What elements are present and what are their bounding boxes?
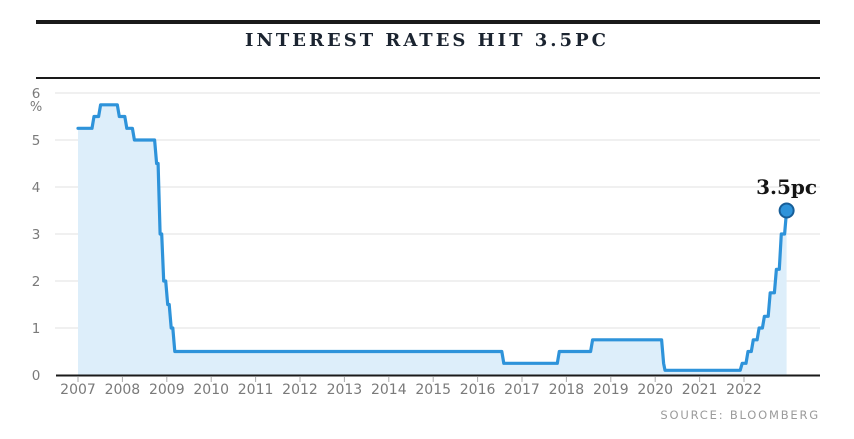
- x-tick-label: 2016: [460, 382, 496, 398]
- x-tick-label: 2007: [60, 382, 96, 398]
- rate-area-fill: [78, 104, 787, 376]
- x-tick-label: 2009: [149, 382, 185, 398]
- area-fill-path: [78, 104, 787, 376]
- x-tick-label: 2010: [193, 382, 229, 398]
- x-tick-label: 2017: [504, 382, 540, 398]
- y-axis-labels: 0 1 2 3 4 5 6%: [30, 86, 42, 384]
- y-tick-label: 3: [32, 227, 41, 243]
- y-tick-label: 0: [32, 368, 41, 384]
- x-tick-label: 2021: [682, 382, 718, 398]
- rate-line-path: [76, 103, 789, 372]
- y-tick-label: 6: [32, 86, 41, 102]
- x-tick-label: 2008: [105, 382, 141, 398]
- gridlines: [55, 92, 820, 329]
- x-tick-label: 2020: [637, 382, 673, 398]
- x-tick-label: 2013: [327, 382, 363, 398]
- x-tick-label: 2012: [282, 382, 318, 398]
- y-tick-label: 5: [32, 133, 41, 149]
- x-tick-label: 2014: [371, 382, 407, 398]
- x-axis-ticks: 2007 2008 2009 2010 2011 2012 2013 2014 2015 2016…: [60, 377, 762, 398]
- end-dot: [778, 202, 795, 219]
- x-tick-label: 2019: [593, 382, 629, 398]
- y-tick-label: 4: [32, 180, 41, 196]
- source-label: SOURCE: BLOOMBERG: [660, 408, 820, 422]
- x-tick-label: 2022: [726, 382, 762, 398]
- annotation-label: 3.5pc: [756, 174, 818, 199]
- rate-line: [76, 103, 789, 372]
- title-divider: [36, 77, 820, 79]
- top-rule: [36, 20, 820, 24]
- x-tick-label: 2015: [415, 382, 451, 398]
- chart-title: INTEREST RATES HIT 3.5PC: [245, 30, 609, 51]
- x-tick-label: 2018: [549, 382, 585, 398]
- y-axis-unit-label: %: [30, 100, 42, 115]
- y-tick-label: 2: [32, 274, 41, 290]
- x-tick-label: 2011: [238, 382, 274, 398]
- y-tick-label: 1: [32, 321, 41, 337]
- latest-value-dot: [778, 202, 795, 219]
